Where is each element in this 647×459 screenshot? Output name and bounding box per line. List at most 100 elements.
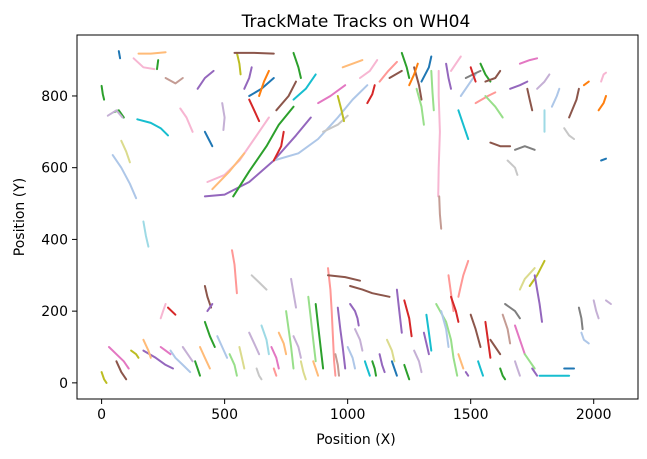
- track-line: [457, 259, 470, 298]
- track-line: [474, 91, 497, 105]
- track-line: [117, 50, 122, 60]
- track-line: [231, 249, 238, 295]
- track-line: [221, 102, 226, 131]
- track-line: [115, 360, 128, 381]
- track-line: [164, 77, 184, 85]
- track-line: [156, 59, 160, 71]
- track-line: [179, 107, 194, 133]
- track-line: [504, 303, 521, 320]
- track-line: [260, 324, 270, 356]
- track-line: [349, 303, 360, 327]
- track-line: [336, 306, 347, 370]
- track-line: [272, 84, 369, 162]
- track-line: [390, 360, 398, 377]
- track-line: [272, 130, 285, 162]
- track-line: [514, 145, 536, 151]
- x-axis-label: Position (X): [316, 432, 395, 448]
- track-line: [142, 220, 150, 248]
- track-line: [194, 360, 201, 377]
- track-line: [250, 274, 268, 291]
- track-line: [592, 299, 600, 320]
- track-line: [403, 299, 413, 338]
- track-line: [349, 285, 391, 298]
- y-tick-label: 0: [59, 376, 68, 392]
- track-line: [518, 57, 539, 65]
- track-line: [317, 84, 347, 105]
- track-line: [438, 195, 443, 230]
- track-line: [277, 331, 288, 356]
- track-line: [314, 303, 325, 370]
- track-line: [378, 353, 386, 374]
- track-line: [388, 69, 403, 79]
- track-line: [334, 353, 340, 377]
- track-line: [292, 73, 317, 101]
- track-line: [403, 363, 411, 381]
- tracks-group: [100, 50, 612, 384]
- track-line: [255, 367, 263, 381]
- track-line: [413, 349, 423, 374]
- track-line: [111, 154, 138, 200]
- track-line: [484, 95, 504, 119]
- track-line: [600, 157, 607, 162]
- track-line: [550, 87, 561, 108]
- track-line: [499, 367, 507, 381]
- x-tick-label: 0: [97, 407, 106, 423]
- track-line: [415, 87, 425, 126]
- track-line: [359, 59, 379, 79]
- track-line: [167, 306, 177, 316]
- track-line: [181, 346, 194, 363]
- y-tick-label: 200: [41, 304, 68, 320]
- track-line: [132, 57, 156, 71]
- track-line: [580, 331, 590, 345]
- track-line: [506, 159, 519, 176]
- track-line: [235, 51, 242, 76]
- track-line: [425, 313, 433, 352]
- track-line: [203, 116, 312, 198]
- y-tick-label: 800: [41, 89, 68, 105]
- track-line: [130, 349, 140, 359]
- track-line: [228, 353, 238, 377]
- track-line: [354, 328, 364, 352]
- x-tick-label: 2000: [576, 407, 612, 423]
- track-line: [346, 346, 356, 370]
- track-line: [378, 60, 398, 83]
- track-line: [211, 152, 246, 191]
- track-line: [531, 367, 539, 377]
- chart-title: TrackMate Tracks on WH04: [241, 12, 471, 32]
- track-line: [533, 274, 543, 323]
- track-line: [523, 353, 536, 370]
- track-line: [159, 303, 167, 320]
- track-line: [270, 346, 280, 370]
- track-line: [243, 66, 253, 90]
- track-line: [477, 360, 484, 377]
- track-line: [203, 130, 214, 148]
- track-line: [489, 338, 502, 356]
- track-line: [457, 109, 470, 140]
- track-line: [233, 51, 275, 55]
- track-line: [371, 360, 377, 377]
- track-line: [582, 80, 590, 87]
- track-line: [216, 335, 229, 359]
- track-line: [430, 69, 435, 112]
- track-line: [536, 73, 551, 90]
- track-line: [469, 66, 477, 83]
- track-line: [501, 313, 512, 345]
- track-line: [206, 303, 214, 313]
- track-line: [248, 331, 261, 356]
- track-line: [514, 360, 521, 377]
- track-line: [341, 59, 364, 69]
- track-line: [459, 73, 477, 97]
- y-axis-label: Position (Y): [12, 178, 28, 256]
- track-line: [203, 320, 216, 348]
- plot-frame: [76, 34, 639, 400]
- track-line: [479, 62, 492, 83]
- track-line: [563, 127, 575, 140]
- track-line: [464, 371, 470, 377]
- track-line: [597, 95, 607, 112]
- track-line: [509, 80, 529, 90]
- track-line: [312, 360, 320, 377]
- track-line: [528, 259, 546, 287]
- track-line: [275, 80, 297, 112]
- track-line: [292, 335, 302, 359]
- track-line: [422, 331, 430, 356]
